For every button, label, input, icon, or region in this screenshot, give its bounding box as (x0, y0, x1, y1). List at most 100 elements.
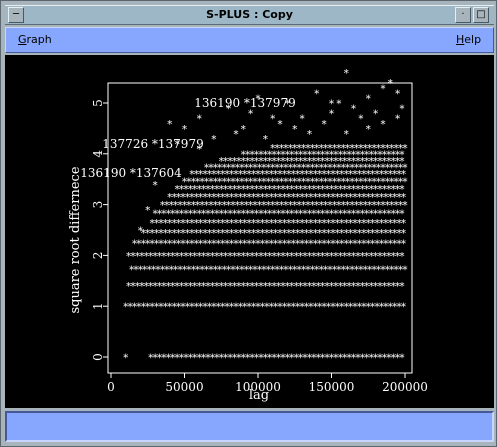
data-point: * (256, 229, 261, 240)
data-point: * (353, 218, 358, 229)
data-point: * (329, 109, 334, 120)
data-point: * (400, 281, 405, 292)
data-point: * (191, 265, 196, 276)
data-point: * (181, 192, 186, 203)
data-point: * (388, 302, 393, 313)
data-point: * (385, 177, 390, 188)
data-point: * (386, 184, 391, 195)
data-point: * (311, 184, 316, 195)
data-point: * (194, 239, 199, 250)
y-tick-label: 1 (91, 302, 105, 310)
data-point: * (389, 163, 394, 174)
data-point: * (380, 84, 385, 95)
data-point: * (380, 201, 385, 212)
data-point: * (167, 239, 172, 250)
data-point: * (361, 192, 366, 203)
data-point: * (236, 156, 241, 167)
data-point: * (203, 229, 208, 240)
data-point: * (339, 239, 344, 250)
data-point: * (400, 156, 405, 167)
data-point: * (176, 192, 181, 203)
data-point: * (242, 229, 247, 240)
data-point: * (286, 192, 291, 203)
data-point: * (382, 156, 387, 167)
data-point: * (229, 192, 234, 203)
data-point: * (185, 302, 190, 313)
data-point: * (258, 209, 263, 220)
data-point: * (192, 209, 197, 220)
data-point: * (314, 163, 319, 174)
data-point: * (358, 201, 363, 212)
data-point: * (189, 229, 194, 240)
data-point: * (304, 302, 309, 313)
data-point: * (288, 177, 293, 188)
data-point: * (226, 265, 231, 276)
data-point: * (357, 192, 362, 203)
data-point: * (366, 192, 371, 203)
data-point: * (233, 229, 238, 240)
data-point: * (348, 170, 353, 181)
data-point: * (319, 177, 324, 188)
data-point: * (235, 265, 240, 276)
data-point: * (308, 239, 313, 250)
data-point: * (207, 302, 212, 313)
data-point: * (322, 170, 327, 181)
data-point: * (355, 209, 360, 220)
data-point: * (182, 265, 187, 276)
data-point: * (360, 353, 365, 364)
data-point: * (316, 281, 321, 292)
data-point: * (335, 302, 340, 313)
data-point: * (197, 145, 202, 156)
data-point: * (383, 302, 388, 313)
data-point: * (198, 170, 203, 181)
data-point: * (363, 265, 368, 276)
menu-graph[interactable]: Graph (18, 33, 52, 46)
data-point: * (339, 229, 344, 240)
window-menu-button[interactable]: ─ (8, 7, 24, 23)
minimize-button[interactable]: · (455, 7, 471, 23)
data-point: * (391, 209, 396, 220)
data-point: * (279, 177, 284, 188)
maximize-button[interactable]: □ (473, 7, 489, 23)
data-point: * (200, 177, 205, 188)
title-bar[interactable]: ─ S-PLUS : Copy · □ (5, 5, 494, 25)
data-point: * (156, 265, 161, 276)
data-point: * (366, 124, 371, 135)
data-point: * (280, 150, 285, 161)
data-point: * (247, 302, 252, 313)
data-point: * (263, 209, 268, 220)
data-point: * (339, 218, 344, 229)
data-point: * (333, 156, 338, 167)
data-point: * (123, 302, 128, 313)
data-point: * (363, 201, 368, 212)
data-point: * (251, 239, 256, 250)
data-point: * (241, 184, 246, 195)
data-point: * (332, 144, 337, 155)
data-point: * (373, 109, 378, 120)
data-point: * (166, 209, 171, 220)
data-point: * (351, 353, 356, 364)
data-point: * (370, 229, 375, 240)
data-point: * (148, 251, 153, 262)
data-point: * (267, 251, 272, 262)
data-point: * (319, 163, 324, 174)
data-point: * (161, 209, 166, 220)
window-title: S-PLUS : Copy (206, 8, 293, 21)
data-point: * (367, 265, 372, 276)
data-point: * (145, 239, 150, 250)
data-point: * (313, 239, 318, 250)
data-point: * (329, 209, 334, 220)
data-point: * (280, 251, 285, 262)
data-point: * (366, 170, 371, 181)
data-point: * (197, 209, 202, 220)
data-point: * (395, 114, 400, 125)
data-point: * (217, 177, 222, 188)
data-point: * (258, 150, 263, 161)
data-point: * (282, 192, 287, 203)
data-point: * (280, 156, 285, 167)
menu-help[interactable]: Help (456, 33, 482, 46)
data-point: * (360, 281, 365, 292)
y-tick-label: 2 (91, 252, 105, 260)
data-point: * (320, 156, 325, 167)
data-point: * (131, 281, 136, 292)
